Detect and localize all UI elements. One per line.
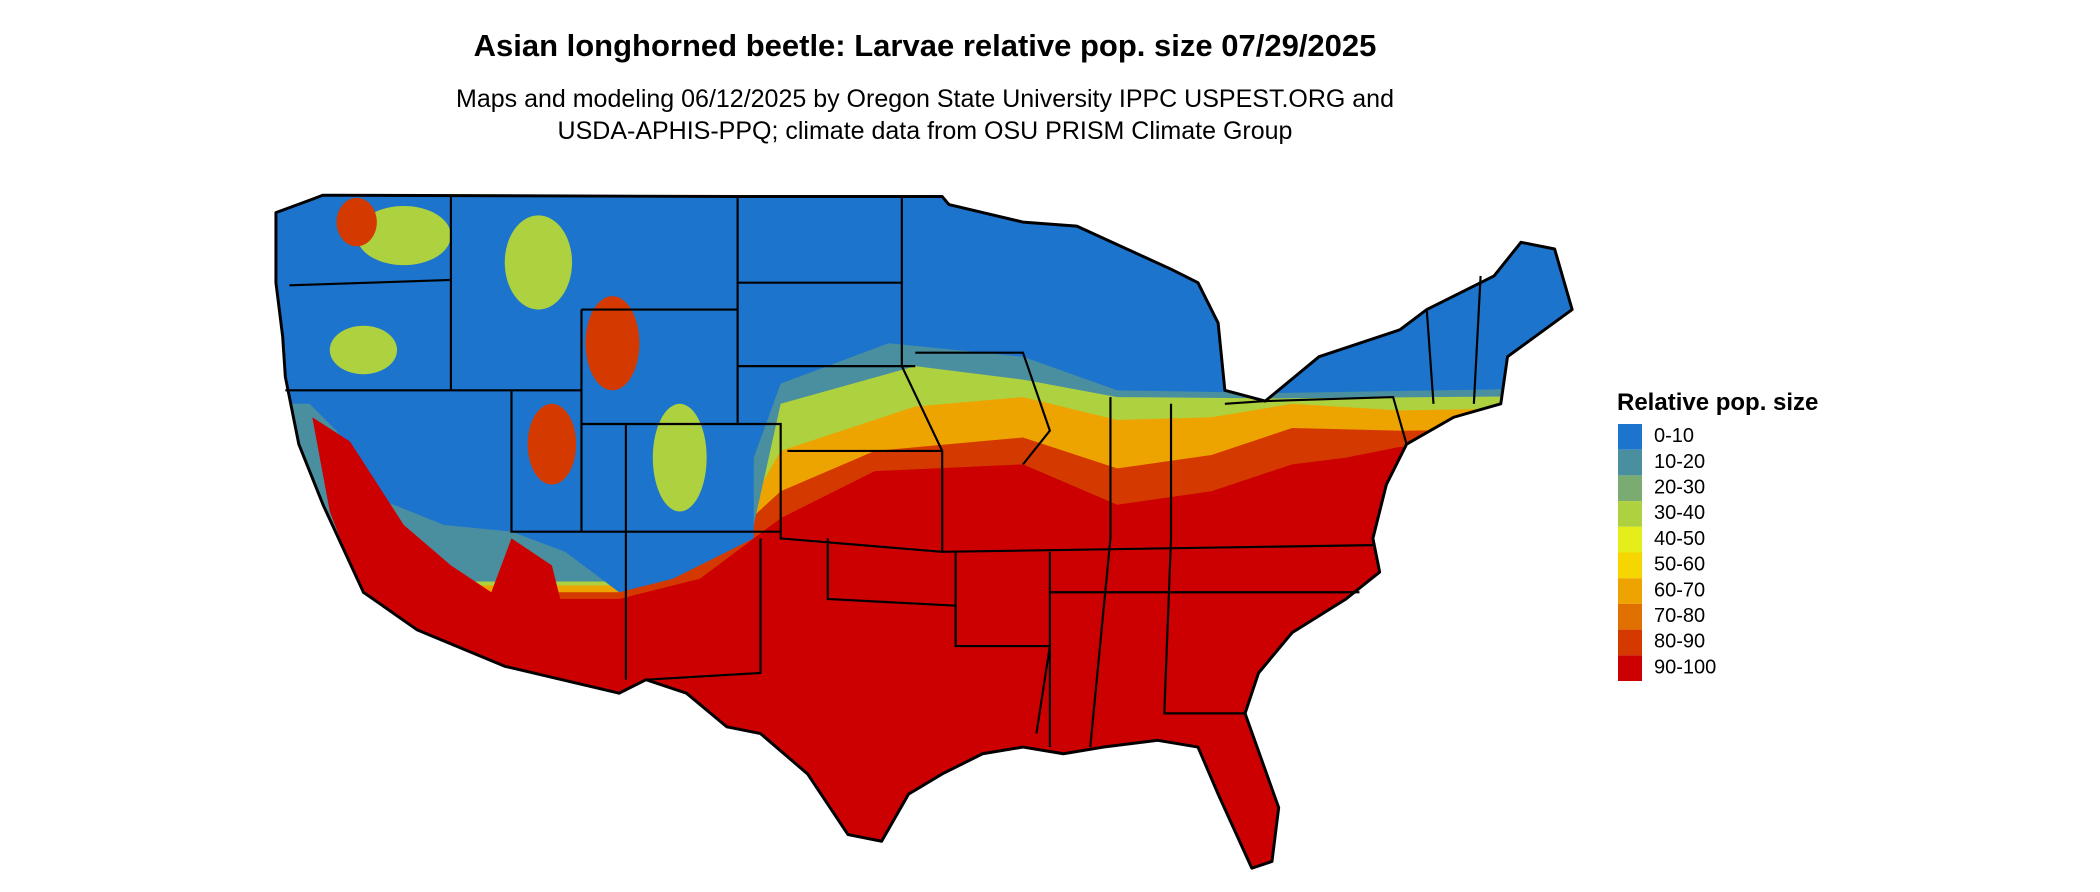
region bbox=[585, 296, 640, 391]
state-border bbox=[1163, 403, 1246, 715]
legend-title: Relative pop. size bbox=[1617, 389, 1818, 416]
state-border bbox=[1425, 309, 1435, 404]
state-border bbox=[915, 351, 1052, 466]
map-subtitle: USDA-APHIS-PPQ; climate data from OSU PR… bbox=[558, 117, 1293, 145]
legend-swatch bbox=[1618, 449, 1642, 476]
map-subtitle: Maps and modeling 06/12/2025 by Oregon S… bbox=[456, 85, 1394, 113]
region bbox=[356, 205, 451, 266]
state-border bbox=[900, 196, 944, 552]
legend-label: 70-80 bbox=[1654, 605, 1705, 627]
legend-label: 80-90 bbox=[1654, 631, 1705, 653]
legend-label: 30-40 bbox=[1654, 502, 1705, 524]
region bbox=[329, 325, 398, 375]
map-title: Asian longhorned beetle: Larvae relative… bbox=[474, 28, 1377, 63]
legend-swatch bbox=[1618, 578, 1642, 604]
state-border bbox=[1089, 397, 1112, 748]
legend-swatch bbox=[1618, 655, 1642, 681]
legend-label: 50-60 bbox=[1654, 554, 1705, 576]
legend-swatch bbox=[1618, 501, 1642, 527]
state-borders bbox=[285, 196, 1482, 748]
legend-label: 40-50 bbox=[1654, 528, 1705, 550]
legend-swatch bbox=[1618, 424, 1642, 450]
region bbox=[652, 403, 707, 512]
state-border bbox=[510, 390, 1373, 553]
legend: 0-10 10-20 20-30 30-40 40-50 50-60 60-70 70-80 8… bbox=[1618, 424, 1716, 681]
state-border bbox=[1224, 395, 1408, 445]
legend-label: 10-20 bbox=[1654, 451, 1705, 473]
state-border bbox=[289, 278, 451, 287]
state-border bbox=[954, 551, 1052, 734]
legend-label: 60-70 bbox=[1654, 579, 1705, 601]
legend-swatch bbox=[1618, 603, 1642, 630]
region bbox=[527, 403, 577, 485]
region bbox=[504, 215, 573, 310]
region bbox=[336, 197, 377, 247]
legend-swatch bbox=[1618, 629, 1642, 656]
legend-label: 90-100 bbox=[1654, 656, 1716, 678]
region bbox=[312, 417, 566, 680]
legend-label: 0-10 bbox=[1654, 425, 1694, 447]
state-border bbox=[1472, 275, 1482, 404]
state-border bbox=[581, 422, 782, 532]
map-fill bbox=[275, 195, 1573, 869]
us-map bbox=[274, 193, 1574, 870]
legend-swatch bbox=[1618, 526, 1642, 553]
legend-swatch bbox=[1618, 552, 1642, 579]
legend-swatch bbox=[1618, 475, 1642, 502]
state-border bbox=[646, 538, 762, 681]
legend-label: 20-30 bbox=[1654, 477, 1705, 499]
